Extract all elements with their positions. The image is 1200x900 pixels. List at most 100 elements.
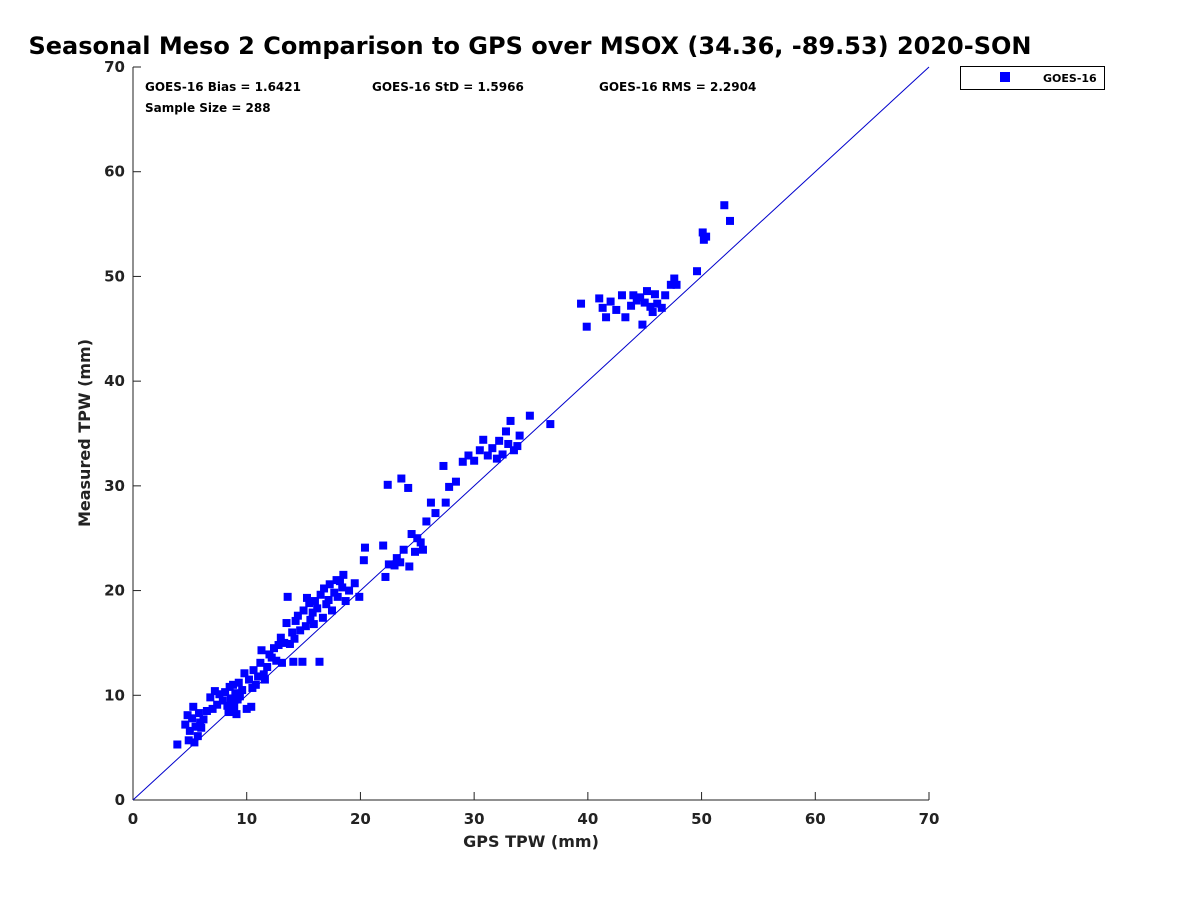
data-point xyxy=(181,720,190,729)
data-point xyxy=(439,461,448,470)
data-point xyxy=(206,693,215,702)
data-point xyxy=(350,579,359,588)
data-point xyxy=(416,538,425,547)
data-points xyxy=(173,201,734,749)
data-point xyxy=(612,305,621,314)
data-point xyxy=(238,686,247,695)
data-point xyxy=(301,622,310,631)
data-point xyxy=(305,599,314,608)
data-point xyxy=(418,545,427,554)
data-point xyxy=(173,740,182,749)
data-point xyxy=(642,287,651,296)
data-point xyxy=(653,299,662,308)
data-point xyxy=(598,303,607,312)
legend-box xyxy=(960,66,1105,90)
data-point xyxy=(657,303,666,312)
data-point xyxy=(318,613,327,622)
data-point xyxy=(280,638,289,647)
stat-rms: GOES-16 RMS = 2.2904 xyxy=(599,80,756,94)
stat-std: GOES-16 StD = 1.5966 xyxy=(372,80,524,94)
x-tick-label: 10 xyxy=(236,810,257,828)
x-tick-label: 50 xyxy=(691,810,712,828)
data-point xyxy=(288,628,297,637)
data-point xyxy=(223,701,232,710)
stat-sample-size: Sample Size = 288 xyxy=(145,101,271,115)
y-tick-label: 10 xyxy=(104,686,125,704)
data-point xyxy=(283,592,292,601)
data-point xyxy=(399,545,408,554)
data-point xyxy=(251,680,260,689)
y-tick-label: 70 xyxy=(104,58,125,76)
data-point xyxy=(230,702,239,711)
data-point xyxy=(582,322,591,331)
data-point xyxy=(404,483,413,492)
data-point xyxy=(299,606,308,615)
data-point xyxy=(426,498,435,507)
data-point xyxy=(298,657,307,666)
data-point xyxy=(293,611,302,620)
data-point xyxy=(291,616,300,625)
data-point xyxy=(188,714,197,723)
data-point xyxy=(359,556,368,565)
y-tick-label: 20 xyxy=(104,582,125,600)
plot-axes: 0 10 20 30 40 50 60 70 0 10 20 30 40 50 60 70 xyxy=(104,58,939,828)
data-point xyxy=(227,698,236,707)
data-point xyxy=(720,201,729,210)
data-point xyxy=(413,534,422,543)
data-point xyxy=(390,561,399,570)
data-point xyxy=(441,498,450,507)
data-point xyxy=(256,658,265,667)
data-point xyxy=(333,592,342,601)
data-point xyxy=(475,446,484,455)
data-point xyxy=(640,298,649,307)
data-point xyxy=(646,302,655,311)
data-point xyxy=(270,644,279,653)
data-point xyxy=(310,597,319,606)
data-point xyxy=(525,411,534,420)
data-point xyxy=(498,450,507,459)
data-point xyxy=(272,656,281,665)
data-point xyxy=(445,482,454,491)
data-point xyxy=(670,274,679,283)
data-point xyxy=(379,541,388,550)
data-point xyxy=(247,702,256,711)
data-point xyxy=(464,451,473,460)
data-point xyxy=(316,590,325,599)
data-point xyxy=(726,216,734,225)
data-point xyxy=(345,586,354,595)
data-point xyxy=(184,736,193,745)
data-point xyxy=(259,670,268,679)
data-point xyxy=(313,604,322,613)
data-point xyxy=(407,530,416,539)
data-point xyxy=(221,688,230,697)
data-point xyxy=(335,577,344,586)
data-point xyxy=(276,633,285,642)
data-point xyxy=(189,702,198,711)
data-point xyxy=(309,620,318,629)
x-tick-label: 30 xyxy=(464,810,485,828)
data-point xyxy=(650,290,659,299)
data-point xyxy=(338,583,347,592)
data-point xyxy=(381,572,390,581)
y-tick-label: 0 xyxy=(115,791,125,809)
data-point xyxy=(249,666,258,675)
x-tick-label: 60 xyxy=(805,810,826,828)
data-point xyxy=(190,738,199,747)
data-point xyxy=(257,646,266,655)
data-point xyxy=(320,584,329,593)
data-point xyxy=(698,228,707,237)
data-point xyxy=(451,477,460,486)
data-point xyxy=(479,435,488,444)
legend-label: GOES-16 xyxy=(1043,72,1097,85)
data-point xyxy=(274,641,283,650)
data-point xyxy=(638,320,647,329)
data-point xyxy=(515,431,524,440)
data-point xyxy=(330,588,339,597)
data-point xyxy=(193,732,202,741)
data-point xyxy=(396,558,405,567)
y-tick-label: 50 xyxy=(104,267,125,285)
data-point xyxy=(339,570,348,579)
data-point xyxy=(504,439,513,448)
data-point xyxy=(197,723,206,732)
data-point xyxy=(289,657,298,666)
